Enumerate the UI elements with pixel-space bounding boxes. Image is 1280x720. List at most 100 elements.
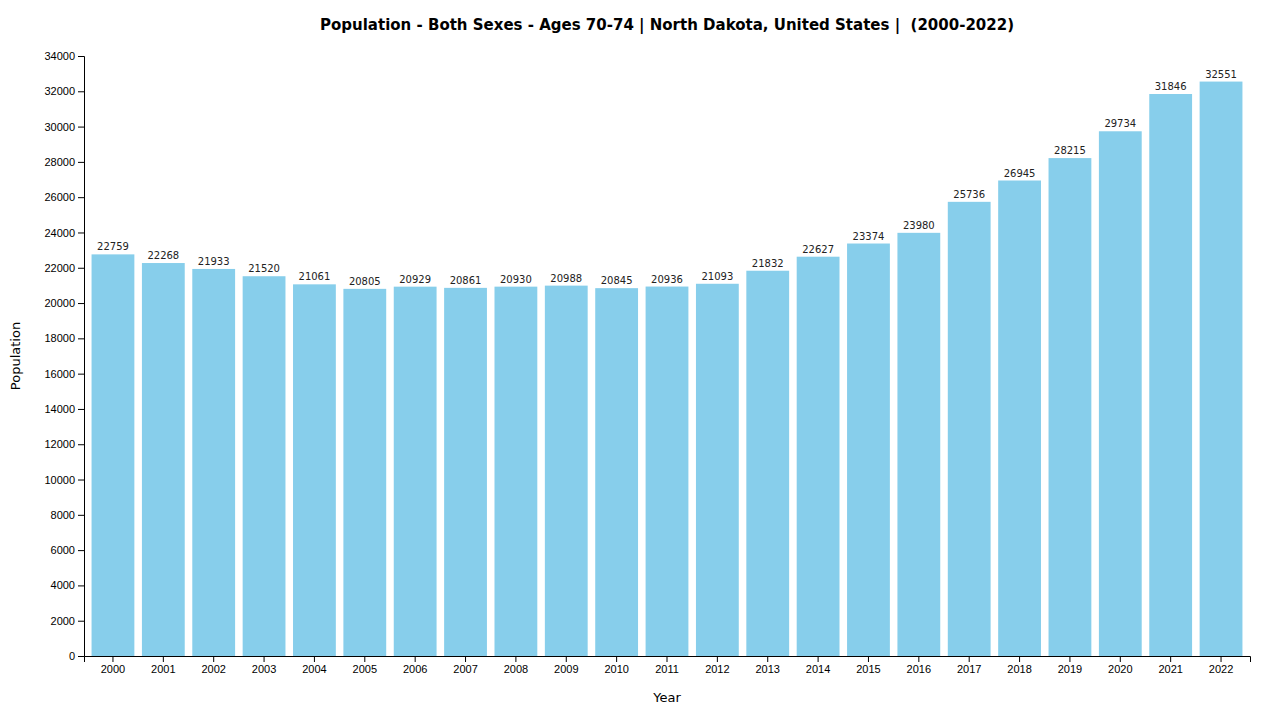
x-tick: 2001	[151, 656, 175, 675]
x-tick: 2018	[1007, 656, 1031, 675]
y-tick: 32000	[44, 85, 84, 97]
y-axis-title: Population	[8, 322, 23, 390]
x-tick-mark	[1069, 656, 1070, 662]
data-label: 23374	[853, 231, 885, 242]
data-label: 20805	[349, 276, 381, 287]
y-tick-mark	[78, 409, 84, 410]
y-tick-label: 24000	[44, 226, 75, 238]
plot-area: 2000200120022003200420052006200720082009…	[44, 50, 1250, 675]
x-tick-label: 2010	[604, 663, 628, 675]
bars	[92, 82, 1243, 656]
data-label: 23980	[903, 220, 935, 231]
y-tick-mark	[78, 268, 84, 269]
bar	[595, 288, 638, 656]
y-tick-mark	[78, 550, 84, 551]
y-tick-mark	[78, 374, 84, 375]
y-tick-label: 10000	[44, 474, 75, 486]
data-label: 20861	[450, 275, 482, 286]
y-axis-line	[78, 57, 85, 657]
x-tick-label: 2001	[151, 663, 175, 675]
data-label: 21933	[198, 256, 230, 267]
bar	[847, 244, 890, 656]
x-tick-label: 2017	[957, 663, 981, 675]
bar	[797, 257, 840, 656]
x-tick: 2020	[1108, 656, 1132, 675]
y-tick: 4000	[51, 579, 84, 591]
x-tick-label: 2014	[806, 663, 830, 675]
x-tick: 2013	[755, 656, 779, 675]
y-tick-mark	[78, 585, 84, 586]
x-tick-label: 2008	[504, 663, 528, 675]
y-tick-mark	[78, 162, 84, 163]
bar	[444, 288, 487, 656]
bar	[343, 289, 386, 656]
x-tick-label: 2003	[252, 663, 276, 675]
bar	[1099, 131, 1142, 656]
x-tick-mark	[566, 656, 567, 662]
bar	[142, 263, 185, 656]
x-tick-label: 2004	[302, 663, 326, 675]
x-tick-label: 2007	[453, 663, 477, 675]
x-tick-mark	[969, 656, 970, 662]
y-tick-label: 34000	[44, 50, 75, 62]
x-tick: 2009	[554, 656, 578, 675]
y-tick-mark	[78, 232, 84, 233]
x-tick-label: 2000	[101, 663, 125, 675]
y-axis: 0200040006000800010000120001400016000180…	[44, 50, 84, 662]
y-tick-label: 4000	[51, 579, 75, 591]
x-tick: 2021	[1158, 656, 1182, 675]
x-tick-label: 2011	[655, 663, 679, 675]
y-tick: 22000	[44, 262, 84, 274]
y-tick-mark	[78, 338, 84, 339]
data-label: 25736	[953, 189, 985, 200]
y-tick-label: 30000	[44, 121, 75, 133]
y-tick: 24000	[44, 226, 84, 238]
bar	[243, 276, 286, 656]
y-tick: 18000	[44, 332, 84, 344]
y-tick: 20000	[44, 297, 84, 309]
y-tick-label: 14000	[44, 403, 75, 415]
y-tick-mark	[78, 56, 84, 57]
x-tick: 2007	[453, 656, 477, 675]
x-tick-mark	[112, 656, 113, 662]
bar	[293, 284, 336, 656]
y-tick-label: 28000	[44, 156, 75, 168]
x-tick-label: 2002	[201, 663, 225, 675]
x-axis: 2000200120022003200420052006200720082009…	[85, 656, 1251, 675]
x-tick-label: 2016	[907, 663, 931, 675]
data-label: 20988	[550, 273, 582, 284]
data-label: 26945	[1004, 168, 1036, 179]
x-tick-mark	[818, 656, 819, 662]
data-label: 21061	[299, 271, 331, 282]
x-tick: 2011	[655, 656, 679, 675]
bar	[92, 254, 135, 656]
y-tick: 34000	[44, 50, 84, 62]
bar	[1200, 82, 1243, 656]
x-tick: 2004	[302, 656, 326, 675]
x-tick: 2002	[201, 656, 225, 675]
y-tick: 6000	[51, 544, 84, 556]
data-label: 20930	[500, 274, 532, 285]
x-axis-title: Year	[652, 690, 681, 705]
x-tick-mark	[264, 656, 265, 662]
x-tick-mark	[667, 656, 668, 662]
y-tick-mark	[78, 444, 84, 445]
data-label: 20929	[399, 274, 431, 285]
y-tick-mark	[78, 197, 84, 198]
data-label: 20936	[651, 274, 683, 285]
y-tick: 30000	[44, 121, 84, 133]
x-tick: 2010	[604, 656, 628, 675]
x-tick-label: 2005	[353, 663, 377, 675]
x-tick-mark	[314, 656, 315, 662]
x-tick-mark	[616, 656, 617, 662]
x-tick-mark	[213, 656, 214, 662]
bar	[746, 271, 789, 656]
y-tick-mark	[78, 127, 84, 128]
y-tick: 26000	[44, 191, 84, 203]
y-tick: 12000	[44, 438, 84, 450]
data-label: 22759	[97, 241, 129, 252]
data-label: 28215	[1054, 145, 1086, 156]
y-tick-mark	[78, 303, 84, 304]
x-tick-mark	[415, 656, 416, 662]
y-tick-label: 8000	[51, 509, 75, 521]
